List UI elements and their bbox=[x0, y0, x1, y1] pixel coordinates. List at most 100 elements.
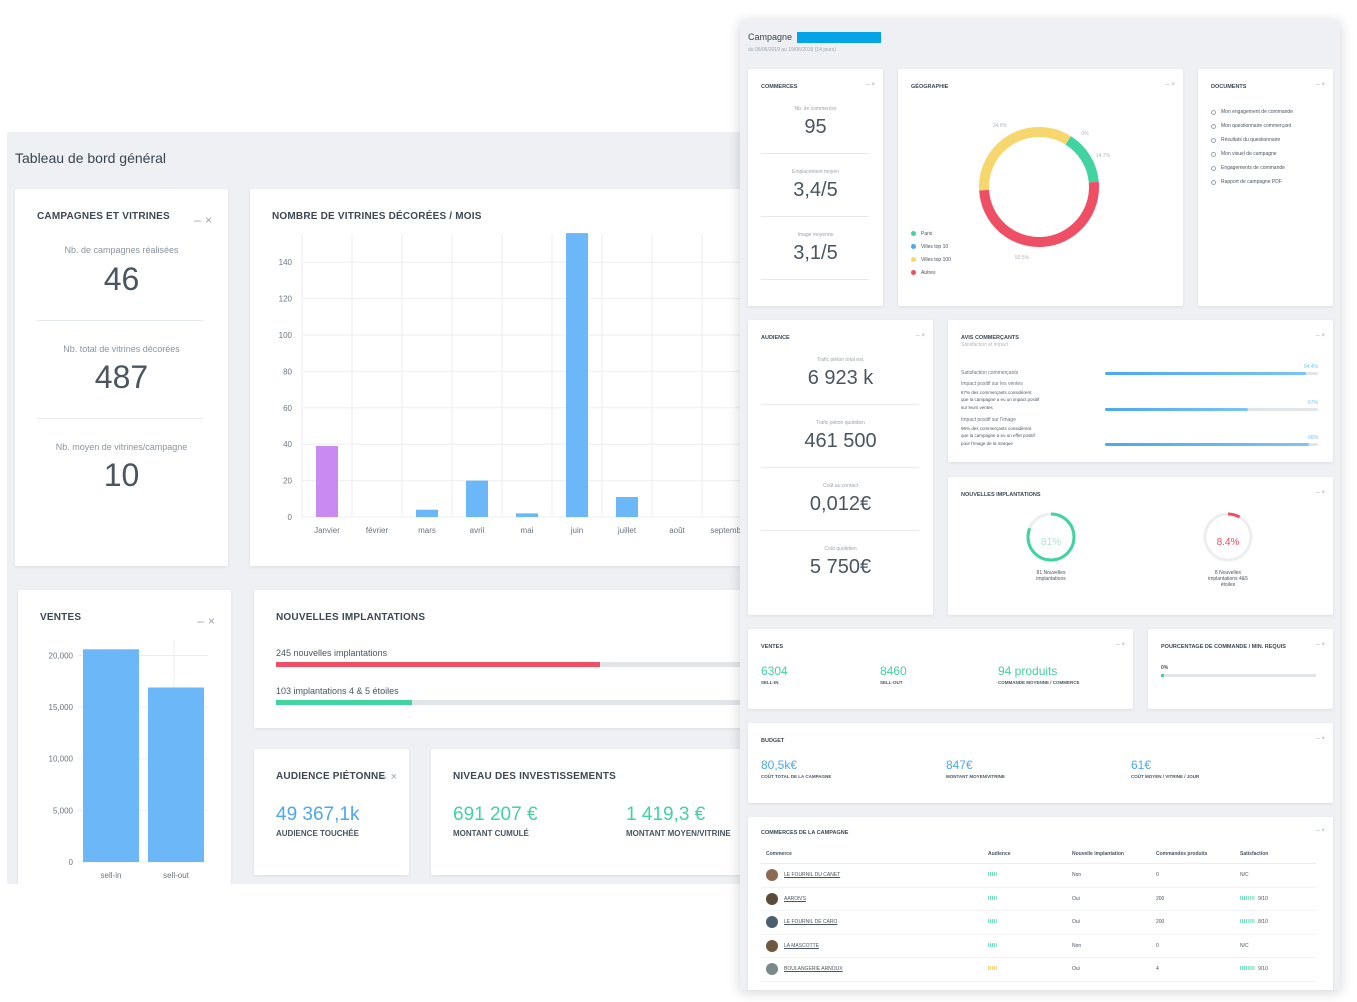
bar-janvier[interactable] bbox=[316, 446, 338, 517]
nouvelles-bar1-label: 245 nouvelles implantations bbox=[276, 648, 388, 658]
campaign-name-redacted bbox=[796, 32, 881, 44]
column-header: Commandes produits bbox=[1151, 851, 1235, 864]
close-icon[interactable]: × bbox=[1321, 828, 1327, 834]
avis-row-title: Satisfaction commerçants bbox=[961, 370, 1019, 376]
column-header: Commerce bbox=[761, 851, 983, 864]
minimize-icon[interactable]: – bbox=[194, 213, 205, 227]
document-link[interactable]: Mon visuel de campagne bbox=[1211, 147, 1293, 161]
document-link[interactable]: Engagements de commande bbox=[1211, 161, 1293, 175]
progress-fill bbox=[1105, 443, 1310, 446]
minimize-icon[interactable]: – bbox=[1316, 82, 1322, 88]
close-icon[interactable]: × bbox=[207, 614, 219, 628]
avatar bbox=[766, 963, 778, 976]
table-row[interactable]: LE FOURNIL DU CANET IIIII Non 0 N/C bbox=[761, 864, 1316, 887]
bar-mai[interactable] bbox=[516, 513, 538, 517]
budget-heading: BUDGET bbox=[761, 738, 785, 744]
bar-sell-out[interactable] bbox=[148, 687, 204, 862]
nouvelle-cell: Non bbox=[1072, 942, 1082, 949]
commerce-link[interactable]: LE FOURNIL DU CANET bbox=[784, 872, 841, 879]
minimize-icon[interactable]: – bbox=[866, 82, 872, 88]
ventes-chart-card: VENTES –× 0 5,000 10,000 15,000 20,000 sell-i… bbox=[18, 590, 231, 884]
commandes-cell: 4 bbox=[1156, 966, 1159, 973]
table-row[interactable]: LE FOURNIL DE CARO IIIII Oui 200 IIIIIIII 8/1… bbox=[761, 911, 1316, 934]
ventes-right-heading: VENTES bbox=[761, 644, 784, 650]
minimize-icon[interactable]: – bbox=[916, 333, 922, 339]
commerce-link[interactable]: LE FOURNIL DE CARO bbox=[784, 919, 838, 926]
bar-juillet[interactable] bbox=[616, 496, 638, 517]
geo-legend: Paris Villes top 10 Villes top 100 Autres bbox=[911, 227, 951, 279]
minimize-icon[interactable]: – bbox=[380, 771, 391, 783]
invest-card: NIVEAU DES INVESTISSEMENTS 691 207 € MON… bbox=[431, 749, 747, 875]
table-row[interactable]: LA MASCOTTE IIIII Non 0 N/C bbox=[761, 934, 1316, 958]
nouvelles-right-card: NOUVELLES IMPLANTATIONS –× 81% 8.4% 81 N… bbox=[948, 477, 1333, 615]
budget-card: BUDGET –× 80,5k€ COÛT TOTAL DE LA CAMPAG… bbox=[748, 723, 1333, 803]
bar-sell-in[interactable] bbox=[83, 649, 139, 862]
bar-juin[interactable] bbox=[566, 233, 588, 517]
avis-row: Impact positif sur l'image 96% des commer… bbox=[961, 417, 1101, 447]
ring2-caption-line: implantations 4&5 bbox=[1208, 576, 1248, 582]
close-icon[interactable]: × bbox=[1321, 642, 1327, 648]
commerce-link[interactable]: LA MASCOTTE bbox=[784, 942, 820, 949]
audience-cell: IIIII bbox=[988, 966, 998, 973]
audience-right-card: AUDIENCE –× Trafic piéton total est. 6 9… bbox=[748, 320, 933, 615]
y-tick-label: 10,000 bbox=[49, 755, 74, 764]
campaign-title-row: Campagne bbox=[748, 32, 881, 44]
minimize-icon[interactable]: – bbox=[1316, 736, 1322, 742]
slice-autres[interactable] bbox=[979, 181, 1099, 247]
stat-value: 95 bbox=[804, 116, 827, 138]
close-icon[interactable]: × bbox=[390, 771, 401, 783]
document-link[interactable]: Rapport de campagne PDF bbox=[1211, 175, 1293, 189]
stat-label: Coût quotidien bbox=[824, 546, 857, 552]
x-tick-label: Janvier bbox=[314, 526, 340, 535]
x-tick-label: juin bbox=[570, 526, 583, 535]
minimize-icon[interactable]: – bbox=[1166, 82, 1172, 88]
bar-mars[interactable] bbox=[416, 509, 438, 517]
avis-row-text: que la campagne a eu un impact positif bbox=[961, 397, 1040, 402]
legend-item: Paris bbox=[911, 227, 951, 240]
y-tick-label: 0 bbox=[69, 858, 74, 867]
table-row[interactable]: BOULANGERIE ARNOUX IIIII Oui 4 IIIIIIII 9/10 bbox=[761, 958, 1316, 981]
pourcentage-card: POURCENTAGE DE COMMANDE / MIN. REQUIS –×… bbox=[1148, 629, 1333, 709]
audience-caption: AUDIENCE TOUCHÉE bbox=[276, 829, 359, 838]
close-icon[interactable]: × bbox=[1171, 82, 1177, 88]
minimize-icon[interactable]: – bbox=[1316, 642, 1322, 648]
close-icon[interactable]: × bbox=[1321, 736, 1327, 742]
legend-item: Villes top 10 bbox=[911, 240, 951, 253]
minimize-icon[interactable]: – bbox=[1316, 490, 1322, 496]
avatar bbox=[766, 939, 778, 952]
commerce-link[interactable]: AARON'S bbox=[784, 895, 807, 902]
invest-caption-1: MONTANT CUMULÉ bbox=[453, 829, 529, 838]
close-icon[interactable]: × bbox=[1321, 82, 1327, 88]
close-icon[interactable]: × bbox=[921, 333, 927, 339]
stat-label: Trafic piéton total est. bbox=[816, 357, 865, 363]
bar-avril[interactable] bbox=[466, 480, 488, 517]
check-circle-icon bbox=[1211, 151, 1216, 157]
budget-value: 847€ bbox=[946, 758, 973, 772]
divider bbox=[761, 279, 869, 280]
stat-label: Nb. de campagnes réalisées bbox=[64, 245, 179, 255]
minimize-icon[interactable]: – bbox=[197, 614, 208, 628]
ring1-caption-line: implantations bbox=[1036, 576, 1066, 582]
close-icon[interactable]: × bbox=[1321, 333, 1327, 339]
commerce-link[interactable]: BOULANGERIE ARNOUX bbox=[784, 966, 843, 973]
close-icon[interactable]: × bbox=[871, 82, 877, 88]
minimize-icon[interactable]: – bbox=[1316, 828, 1322, 834]
slice-paris[interactable] bbox=[1065, 136, 1099, 183]
document-link[interactable]: Résultats du questionnaire bbox=[1211, 133, 1293, 147]
close-icon[interactable]: × bbox=[204, 213, 216, 227]
document-link[interactable]: Mon engagement de commande bbox=[1211, 105, 1293, 119]
table-row[interactable]: AARON'S IIIII Oui 200 IIIIIIII 9/10 bbox=[761, 887, 1316, 911]
document-link[interactable]: Mon questionnaire commerçant bbox=[1211, 119, 1293, 133]
check-circle-icon bbox=[1211, 165, 1216, 171]
avis-pct: 67% bbox=[1307, 400, 1318, 406]
slice-villes-top-100[interactable] bbox=[979, 127, 1071, 191]
satisfaction-value: 9/10 bbox=[1258, 966, 1268, 973]
minimize-icon[interactable]: – bbox=[1116, 642, 1122, 648]
minimize-icon[interactable]: – bbox=[1316, 333, 1322, 339]
close-icon[interactable]: × bbox=[1321, 490, 1327, 496]
vitrines-chart-heading: NOMBRE DE VITRINES DÉCORÉES / MOIS bbox=[272, 211, 482, 222]
check-circle-icon bbox=[1211, 123, 1216, 129]
commerces-table: Commerce Audience Nouvelle implantation Com… bbox=[761, 851, 1316, 982]
invest-value-2: 1 419,3 € bbox=[626, 804, 706, 825]
close-icon[interactable]: × bbox=[1121, 642, 1127, 648]
